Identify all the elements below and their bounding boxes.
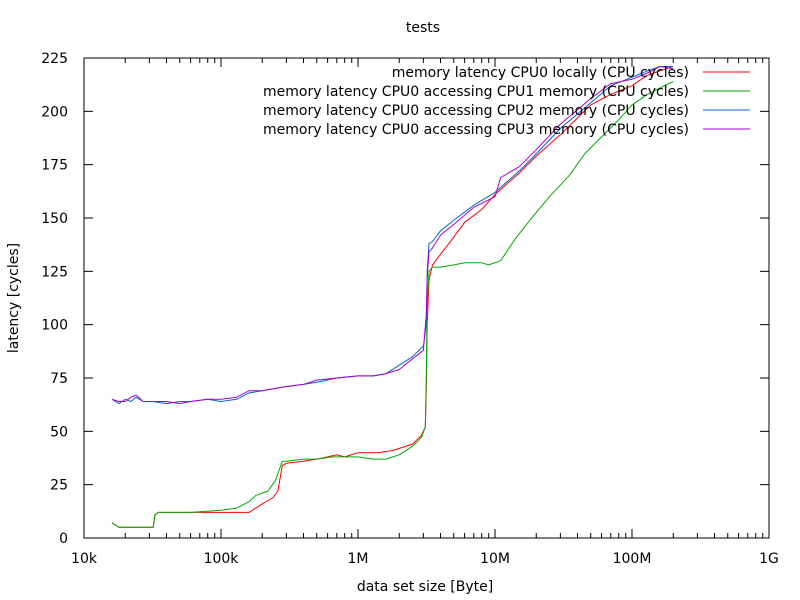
x-tick-label: 10k [71,551,98,567]
y-tick-label: 150 [41,211,68,227]
series-lines [111,66,674,528]
legend-label-2: memory latency CPU0 accessing CPU1 memor… [263,84,689,100]
series-line-2 [111,81,674,528]
plot-frame [83,57,770,539]
y-tick-label: 175 [41,158,68,174]
y-tick-label: 0 [59,531,68,547]
y-tick-label: 25 [50,478,68,494]
legend-label-1: memory latency CPU0 locally (CPU cycles) [392,65,689,81]
x-tick-label: 10M [480,551,510,567]
y-tick-label: 200 [41,104,68,120]
y-axis-label: latency [cycles] [6,243,22,353]
y-tick-label: 100 [41,318,68,334]
x-tick-label: 1G [759,551,779,567]
series-line-4 [111,66,674,405]
axis-ticks: 0 25 50 75 100 125 150 175 200 225 10k 100k 1M 10M 100… [41,51,779,567]
legend-label-4: memory latency CPU0 accessing CPU3 memor… [263,122,689,138]
x-tick-label: 1M [348,551,369,567]
x-axis-label: data set size [Byte] [357,579,493,595]
y-tick-label: 225 [41,51,68,67]
chart-title: tests [406,20,440,36]
x-tick-label: 100M [613,551,652,567]
y-tick-label: 75 [50,371,68,387]
x-tick-label: 100k [204,551,240,567]
legend-label-3: memory latency CPU0 accessing CPU2 memor… [263,103,689,119]
legend: memory latency CPU0 locally (CPU cycles)… [263,65,750,138]
y-tick-label: 50 [50,424,68,440]
y-tick-label: 125 [41,264,68,280]
